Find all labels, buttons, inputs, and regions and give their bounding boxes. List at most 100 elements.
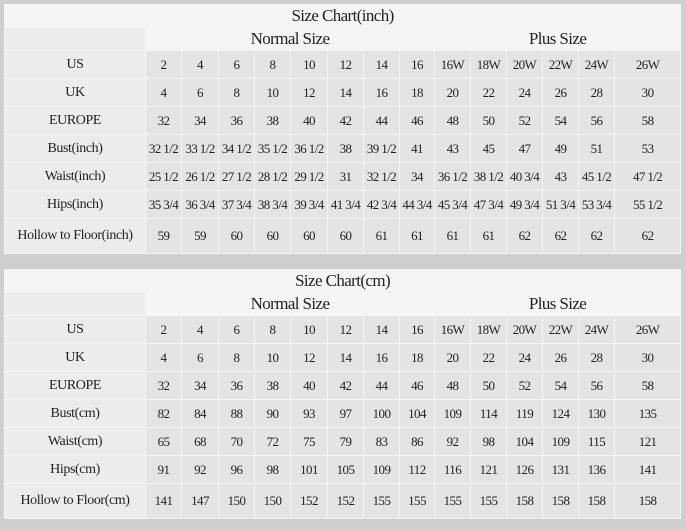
size-value: 24W — [578, 50, 615, 79]
size-value: 18W — [470, 50, 507, 79]
size-value: 92 — [181, 455, 219, 484]
size-value: 8 — [218, 78, 255, 107]
table-row: US 2 4 6 8 10 12 14 16 16W 18W 20W 22W 24W 26W — [4, 315, 682, 344]
row-label: Hips(inch) — [4, 190, 146, 219]
size-value: 39 1/2 — [363, 134, 400, 163]
size-value: 88 — [218, 399, 255, 428]
size-value: 82 — [145, 399, 182, 428]
size-value: 33 1/2 — [181, 134, 219, 163]
size-value: 38 — [254, 371, 291, 400]
chart-title: Size Chart(cm) — [3, 269, 682, 293]
size-value: 52 — [506, 106, 543, 135]
size-value: 47 3/4 — [470, 190, 507, 219]
size-value: 43 — [542, 162, 579, 191]
size-value: 92 — [434, 427, 471, 456]
size-value: 104 — [506, 427, 543, 456]
size-value: 18 — [399, 78, 435, 107]
size-value: 29 1/2 — [290, 162, 328, 191]
size-value: 22W — [542, 50, 579, 79]
size-value: 150 — [218, 483, 255, 519]
size-value: 59 — [145, 218, 182, 254]
size-value: 72 — [254, 427, 291, 456]
row-label: EUROPE — [4, 371, 146, 400]
size-value: 61 — [470, 218, 507, 254]
size-value: 30 — [613, 78, 682, 107]
size-value: 135 — [613, 399, 682, 428]
size-value: 24W — [578, 315, 615, 344]
row-label: Hips(cm) — [4, 455, 146, 484]
size-value: 16W — [434, 315, 471, 344]
header-blank — [4, 292, 146, 316]
size-value: 45 1/2 — [578, 162, 615, 191]
size-value: 26 — [542, 78, 579, 107]
size-value: 104 — [399, 399, 435, 428]
size-value: 44 — [363, 106, 400, 135]
size-value: 56 — [578, 371, 615, 400]
table-row: Hollow to Floor(inch) 59 59 60 60 60 60 61 61 61 6… — [4, 218, 682, 254]
plus-size-header: Plus Size — [433, 292, 682, 316]
size-value: 6 — [181, 78, 219, 107]
size-value: 18 — [399, 343, 435, 372]
size-value: 114 — [470, 399, 507, 428]
size-value: 14 — [363, 50, 400, 79]
size-value: 141 — [145, 483, 182, 519]
row-label: Waist(inch) — [4, 162, 146, 191]
row-label: UK — [4, 78, 146, 107]
size-value: 6 — [218, 50, 255, 79]
size-value: 16 — [399, 315, 435, 344]
size-value: 34 — [181, 106, 219, 135]
size-value: 12 — [290, 78, 328, 107]
size-value: 14 — [327, 343, 364, 372]
table-row: UK 4 6 8 10 12 14 16 18 20 22 24 26 28 30 — [4, 78, 682, 107]
size-value: 155 — [363, 483, 400, 519]
size-value: 121 — [613, 427, 682, 456]
size-value: 20W — [506, 50, 543, 79]
size-value: 150 — [254, 483, 291, 519]
size-value: 48 — [434, 106, 471, 135]
size-value: 38 — [327, 134, 364, 163]
size-value: 62 — [613, 218, 682, 254]
size-value: 22 — [470, 343, 507, 372]
size-value: 79 — [327, 427, 364, 456]
size-value: 46 — [399, 371, 435, 400]
row-label: Hollow to Floor(cm) — [4, 483, 146, 519]
table-row: Hips(inch) 35 3/4 36 3/4 37 3/4 38 3/4 39 3/4… — [4, 190, 682, 219]
size-value: 109 — [434, 399, 471, 428]
size-value: 36 — [218, 371, 255, 400]
size-value: 36 1/2 — [434, 162, 471, 191]
size-value: 84 — [181, 399, 219, 428]
size-value: 36 3/4 — [181, 190, 219, 219]
size-value: 61 — [363, 218, 400, 254]
size-value: 2 — [145, 315, 182, 344]
size-value: 155 — [399, 483, 435, 519]
size-value: 14 — [363, 315, 400, 344]
size-value: 158 — [578, 483, 615, 519]
size-value: 41 3/4 — [327, 190, 364, 219]
size-value: 65 — [145, 427, 182, 456]
size-value: 6 — [181, 343, 219, 372]
size-value: 98 — [470, 427, 507, 456]
size-value: 34 — [399, 162, 435, 191]
size-value: 45 — [470, 134, 507, 163]
row-label: Waist(cm) — [4, 427, 146, 456]
size-value: 96 — [218, 455, 255, 484]
size-value: 18W — [470, 315, 507, 344]
table-row: UK 4 6 8 10 12 14 16 18 20 22 24 26 28 30 — [4, 343, 682, 372]
size-value: 121 — [470, 455, 507, 484]
size-value: 115 — [578, 427, 615, 456]
size-value: 41 — [399, 134, 435, 163]
chart-title: Size Chart(inch) — [3, 4, 682, 28]
table-row: Waist(cm) 65 68 70 72 75 79 83 86 92 98 104 109 115 12… — [4, 427, 682, 456]
size-value: 61 — [434, 218, 471, 254]
size-value: 152 — [290, 483, 328, 519]
size-value: 8 — [218, 343, 255, 372]
size-value: 10 — [290, 50, 328, 79]
size-value: 44 — [363, 371, 400, 400]
size-value: 45 3/4 — [434, 190, 471, 219]
size-value: 42 — [327, 106, 364, 135]
size-value: 16 — [363, 343, 400, 372]
size-value: 28 — [578, 343, 615, 372]
plus-size-header: Plus Size — [433, 27, 682, 51]
size-value: 62 — [578, 218, 615, 254]
size-value: 97 — [327, 399, 364, 428]
